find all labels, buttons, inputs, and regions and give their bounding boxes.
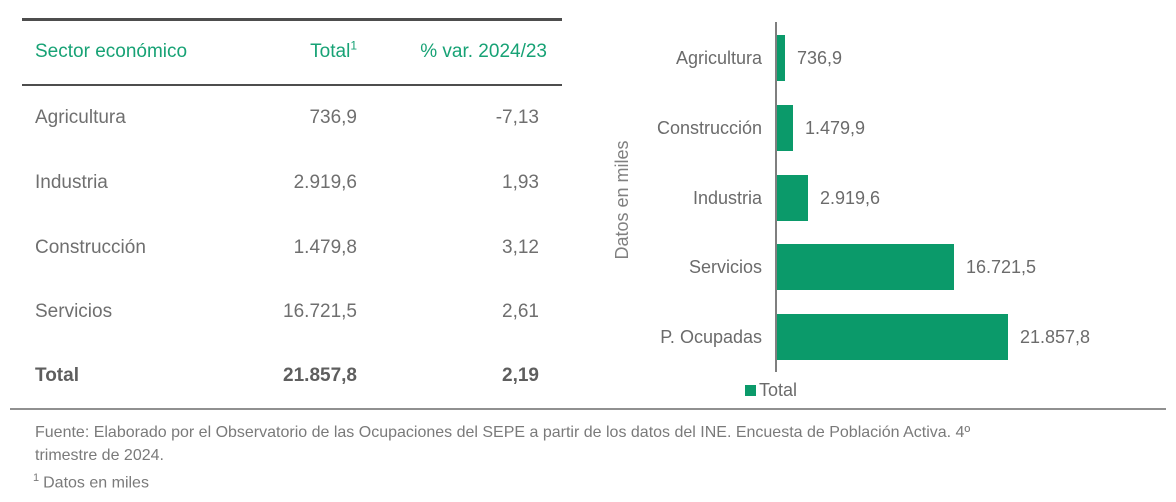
- row-label: Agricultura: [35, 107, 126, 128]
- table-header-total: Total1: [220, 38, 357, 63]
- bar-value-label: 16.721,5: [966, 257, 1037, 278]
- source-line-1: Fuente: Elaborado por el Observatorio de…: [35, 424, 971, 441]
- category-label: Construcción: [656, 117, 762, 138]
- row-total-value: 21.857,8: [283, 365, 357, 386]
- table-header-sector: Sector económico: [35, 41, 188, 62]
- category-label: P. Ocupadas: [660, 327, 762, 347]
- row-total-value: 736,9: [309, 107, 357, 128]
- row-total-value: 16.721,5: [283, 301, 357, 322]
- bar: [777, 104, 793, 151]
- footer-divider-rule: [10, 408, 1166, 410]
- bar-value-label: 21.857,8: [1020, 327, 1091, 347]
- bar: [777, 35, 785, 81]
- row-label: Industria: [35, 172, 108, 193]
- row-label: Total: [35, 365, 79, 386]
- table-header-total-label: Total: [310, 41, 351, 62]
- row-var-value: 2,61: [502, 301, 539, 322]
- bar-value-label: 736,9: [797, 48, 843, 68]
- bar-value-label: 2.919,6: [820, 187, 881, 208]
- bar: [777, 314, 1008, 360]
- row-total-value: 2.919,6: [293, 172, 357, 193]
- row-label: Servicios: [35, 301, 113, 322]
- table-total-row: Total 21.857,8 2,19: [22, 365, 570, 387]
- bar: [777, 174, 808, 221]
- legend-swatch-icon: [745, 384, 756, 396]
- table-row: Agricultura 736,9 -7,13: [22, 107, 570, 129]
- row-var-value: 3,12: [502, 237, 539, 258]
- row-var-value: -7,13: [495, 107, 539, 128]
- row-var-value: 2,19: [502, 365, 539, 386]
- bar-value-label: 1.479,9: [805, 117, 866, 138]
- footnote-text: 1 Datos en miles: [33, 468, 149, 493]
- row-label: Construcción: [35, 237, 146, 258]
- legend-label: Total: [759, 380, 798, 400]
- source-line-2: trimestre de 2024.: [35, 447, 164, 464]
- category-label: Industria: [692, 187, 762, 208]
- chart-legend: Total: [745, 381, 797, 399]
- chart-axis-line: [775, 22, 777, 372]
- category-label: Agricultura: [675, 48, 762, 68]
- table-header-row: Sector económico Total1 % var. 2024/23: [22, 38, 570, 63]
- table-header-rule: [22, 84, 562, 86]
- table-row: Servicios 16.721,5 2,61: [22, 301, 570, 323]
- table-row: Construcción 1.479,8 3,12: [22, 237, 570, 259]
- table-top-rule: [22, 18, 562, 21]
- footnote-label: Datos en miles: [43, 474, 149, 492]
- row-total-value: 1.479,8: [293, 237, 357, 258]
- table-header-total-superscript: 1: [350, 38, 357, 53]
- category-label: Servicios: [688, 257, 762, 278]
- bar: [777, 244, 954, 291]
- row-var-value: 1,93: [502, 172, 539, 193]
- table-row: Industria 2.919,6 1,93: [22, 172, 570, 194]
- footnote-superscript: 1: [33, 472, 40, 484]
- table-header-variation: % var. 2024/23: [420, 41, 547, 62]
- source-text: Fuente: Elaborado por el Observatorio de…: [35, 421, 1160, 467]
